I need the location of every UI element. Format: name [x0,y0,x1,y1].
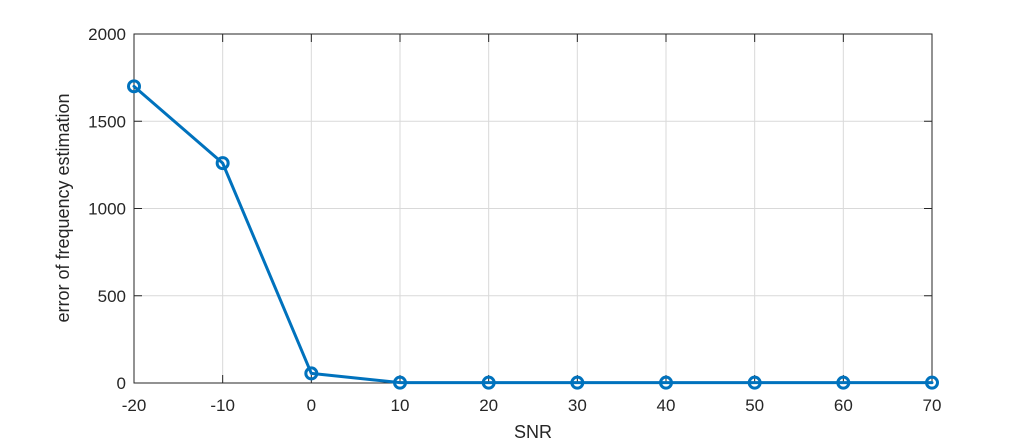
data-point [747,375,762,390]
y-axis-label: error of frequency estimation [53,93,73,322]
y-tick-label: 1500 [88,112,126,131]
data-point [836,375,851,390]
series-line [132,84,934,385]
y-tick-label: 1000 [88,200,126,219]
x-tick-label: 60 [834,396,853,415]
data-point [925,375,939,390]
x-tick-label: 50 [745,396,764,415]
y-tick-label: 2000 [88,25,126,44]
data-point [393,375,407,390]
x-tick-label: 70 [923,396,942,415]
data-point [304,366,319,381]
x-tick-label: 40 [657,396,676,415]
y-tick-label: 0 [117,374,126,393]
data-point [127,79,141,94]
x-tick-label: 0 [307,396,316,415]
data-point [659,375,673,390]
data-point [215,156,230,171]
x-tick-label: 30 [568,396,587,415]
series-layer [127,79,939,390]
data-point [570,375,585,390]
x-tick-label: 20 [479,396,498,415]
x-tick-label: 10 [391,396,410,415]
y-tick-label: 500 [98,287,126,306]
data-point [481,375,496,390]
x-tick-label: -10 [210,396,235,415]
x-axis-label: SNR [514,422,552,442]
tick-labels: -20 -10 0 10 20 30 40 50 60 70 0 500 1000 1500 2000 [88,25,941,415]
x-tick-label: -20 [122,396,147,415]
